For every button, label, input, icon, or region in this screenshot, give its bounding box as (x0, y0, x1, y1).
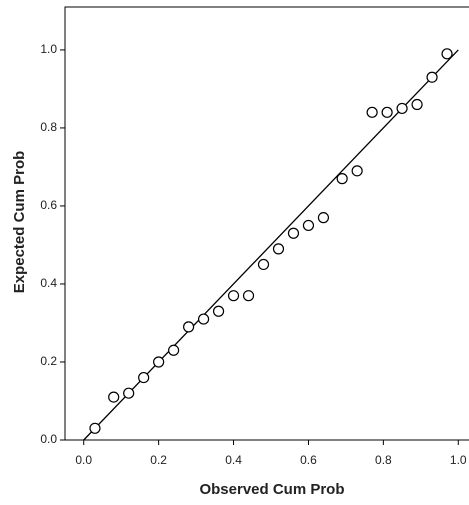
point (302, 219, 315, 232)
point (108, 391, 120, 403)
y-tick-label: 0.6 (40, 198, 57, 212)
point (366, 106, 378, 118)
point (317, 212, 330, 224)
point (381, 106, 393, 118)
plot-frame (64, 6, 469, 441)
point (411, 98, 423, 111)
point (257, 258, 270, 271)
point (272, 243, 285, 255)
y-tick-label: 0.8 (40, 120, 57, 134)
x-tick-label: 1.0 (450, 453, 467, 467)
point (396, 102, 408, 115)
point (168, 344, 180, 356)
point (197, 313, 210, 325)
point (89, 422, 101, 434)
point (426, 71, 438, 83)
point (123, 387, 135, 399)
point (153, 356, 165, 368)
point (336, 173, 348, 185)
point (441, 48, 453, 60)
y-axis-title: Expected Cum Prob (11, 151, 28, 294)
point (212, 305, 225, 317)
x-axis-title: Observed Cum Prob (199, 481, 344, 498)
point (287, 227, 300, 239)
y-tick-label: 1.0 (40, 42, 57, 56)
x-tick-label: 0.8 (375, 453, 392, 467)
point (227, 290, 240, 302)
point (138, 371, 150, 384)
x-tick-label: 0.0 (75, 453, 92, 467)
y-tick-label: 0.4 (40, 276, 57, 290)
point (242, 290, 255, 302)
x-tick-label: 0.6 (300, 453, 317, 467)
x-tick-label: 0.4 (225, 453, 242, 467)
y-tick-label: 0.0 (40, 432, 57, 446)
point (183, 321, 195, 333)
y-tick-label: 0.2 (40, 354, 57, 368)
x-tick-label: 0.2 (150, 453, 167, 467)
point (351, 165, 363, 177)
